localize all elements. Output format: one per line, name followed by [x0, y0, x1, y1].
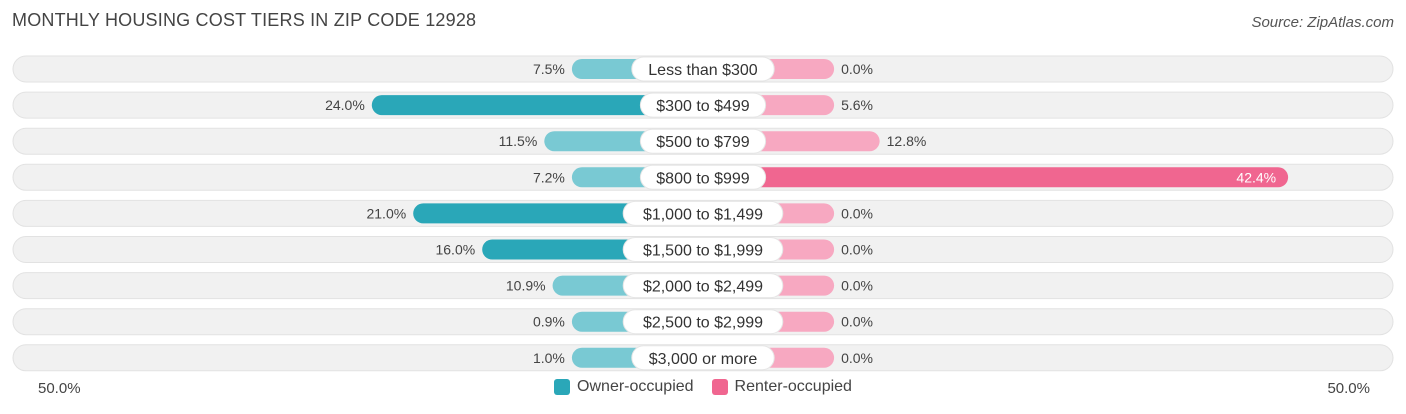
legend-renter[interactable]: Renter-occupied — [711, 378, 852, 396]
owner-bar — [371, 95, 703, 116]
renter-swatch — [711, 379, 728, 395]
category-pill — [639, 128, 767, 154]
owner-value-label: 21.0% — [366, 205, 406, 221]
category-pill — [622, 200, 784, 226]
category-label: $3,000 or more — [649, 351, 758, 368]
category-pill — [622, 237, 784, 262]
category-label: Less than $300 — [648, 62, 758, 79]
category-label: $1,500 to $1,999 — [643, 243, 763, 260]
category-label: $2,500 to $2,999 — [643, 315, 763, 332]
category-label: $1,000 to $1,499 — [643, 206, 763, 223]
owner-value-label: 1.0% — [533, 350, 565, 366]
category-pill — [639, 92, 767, 118]
owner-value-label: 7.5% — [533, 61, 565, 77]
category-pill — [622, 273, 784, 299]
renter-value-label: 0.0% — [841, 314, 873, 330]
owner-value-label: 16.0% — [435, 242, 475, 258]
category-pill — [631, 56, 775, 82]
axis-left-label: 50.0% — [38, 380, 81, 397]
owner-value-label: 7.2% — [533, 169, 565, 185]
category-pill — [622, 309, 784, 335]
legend-owner[interactable]: Owner-occupied — [554, 378, 694, 396]
category-pill — [631, 345, 775, 371]
owner-value-label: 10.9% — [506, 278, 546, 294]
renter-value-label: 12.8% — [887, 133, 927, 149]
owner-swatch — [554, 379, 571, 395]
axis-right-label: 50.0% — [1327, 380, 1370, 397]
legend: Owner-occupied Renter-occupied — [0, 378, 1406, 396]
legend-owner-label: Owner-occupied — [577, 378, 694, 395]
category-label: $800 to $999 — [656, 170, 750, 187]
category-label: $500 to $799 — [656, 134, 750, 151]
owner-value-label: 24.0% — [325, 97, 365, 113]
renter-value-label: 42.4% — [1236, 169, 1276, 185]
legend-renter-label: Renter-occupied — [734, 378, 852, 395]
category-label: $300 to $499 — [656, 98, 750, 115]
chart-title: MONTHLY HOUSING COST TIERS IN ZIP CODE 1… — [12, 10, 477, 30]
renter-value-label: 0.0% — [841, 205, 873, 221]
owner-value-label: 11.5% — [499, 133, 538, 149]
renter-value-label: 0.0% — [841, 350, 873, 366]
category-pill — [639, 164, 767, 190]
renter-value-label: 0.0% — [841, 242, 873, 258]
renter-value-label: 0.0% — [841, 61, 873, 77]
chart-source: Source: ZipAtlas.com — [1251, 14, 1394, 31]
renter-value-label: 5.6% — [841, 97, 873, 113]
renter-value-label: 0.0% — [841, 278, 873, 294]
renter-bar — [703, 167, 1289, 188]
category-label: $2,000 to $2,499 — [643, 279, 763, 296]
owner-value-label: 0.9% — [533, 314, 565, 330]
